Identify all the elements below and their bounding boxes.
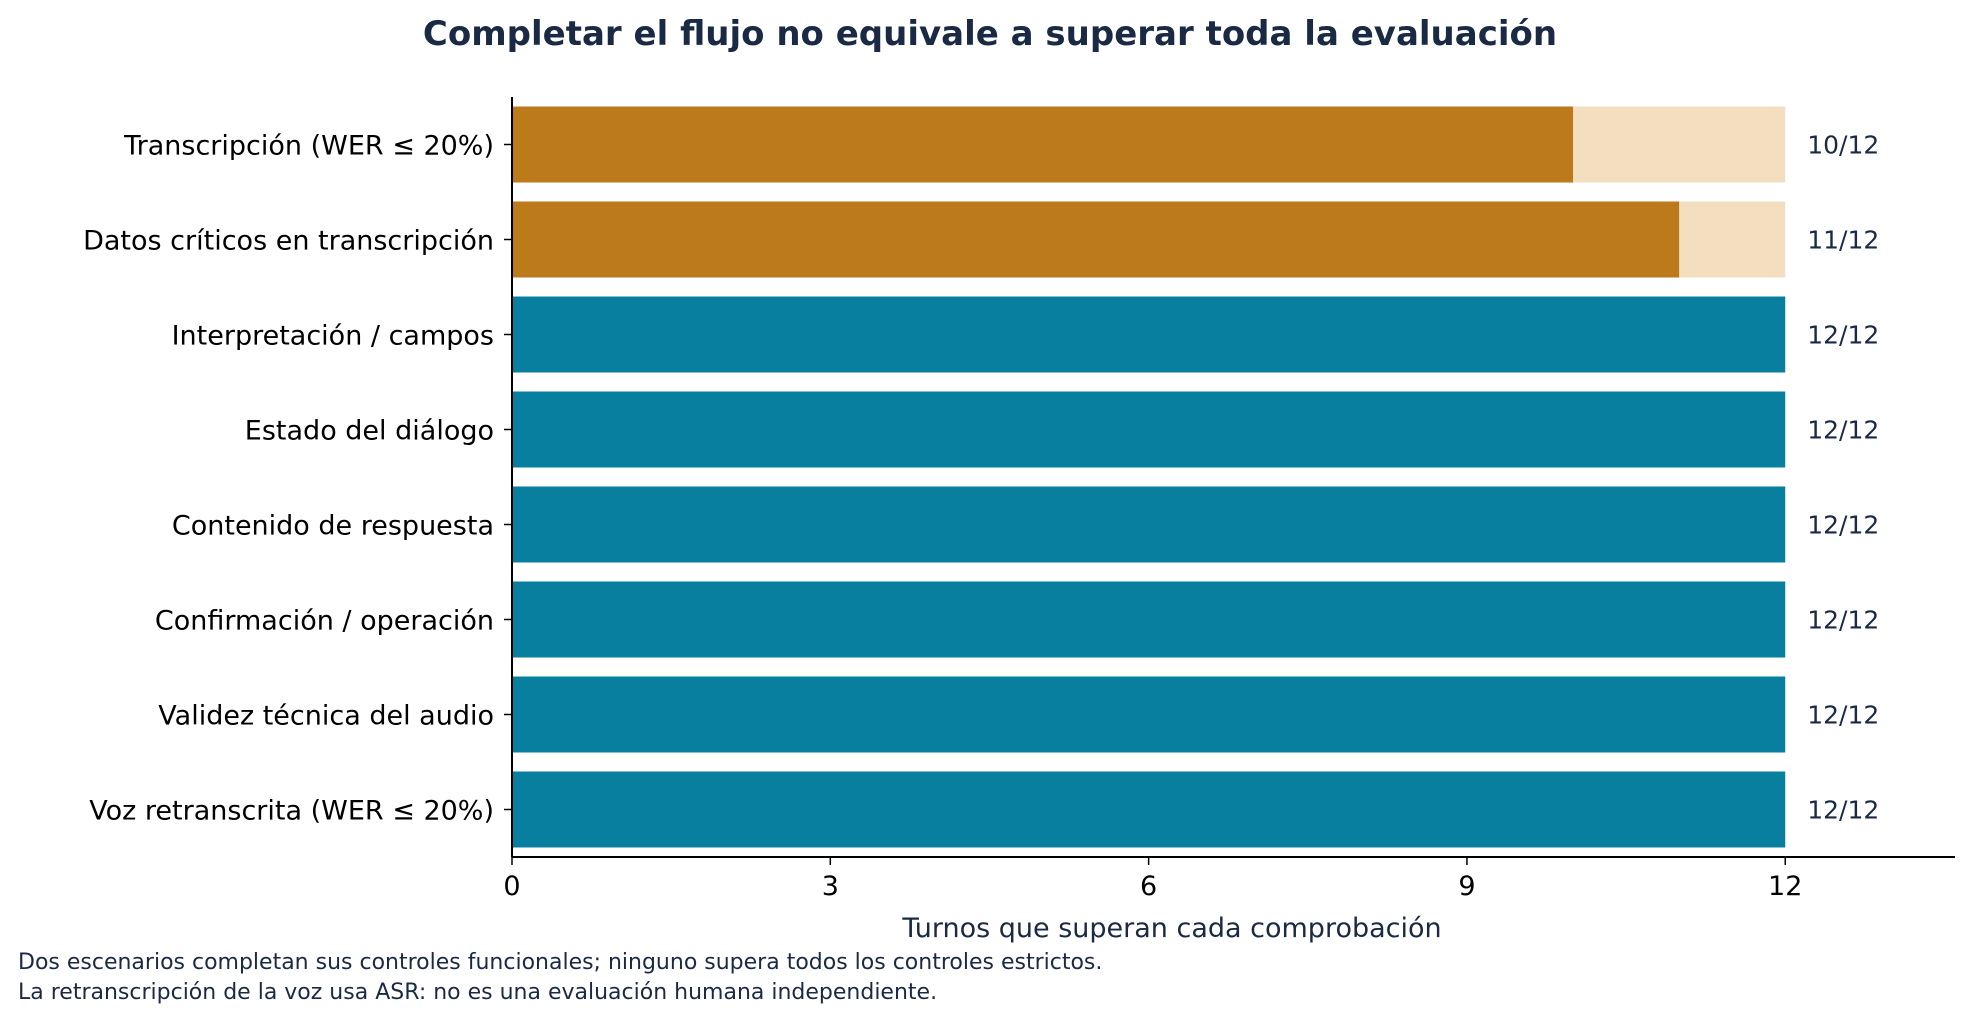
y-tick-label: Confirmación / operación (155, 606, 494, 637)
bars-layer: 10/12 11/12 12/12 12/12 12/12 12/12 12/12 12/12 (512, 106, 1879, 848)
bar-value-label: 12/12 (1807, 606, 1879, 635)
y-tick-label: Voz retranscrita (WER ≤ 20%) (89, 796, 494, 827)
bar (512, 581, 1786, 658)
bar-value-label: 12/12 (1807, 701, 1879, 730)
bar (512, 676, 1786, 753)
bar (512, 391, 1786, 468)
axes-layer: Transcripción (WER ≤ 20%) Datos críticos … (83, 97, 1955, 902)
y-tick-label: Validez técnica del audio (158, 701, 494, 732)
bar-value-label: 10/12 (1807, 131, 1879, 160)
x-tick-label: 12 (1768, 871, 1802, 902)
bar-value-label: 12/12 (1807, 416, 1879, 445)
bar-value-label: 11/12 (1807, 226, 1879, 255)
x-axis-label: Turnos que superan cada comprobación (901, 913, 1441, 944)
chart-title: Completar el flujo no equivale a superar… (423, 14, 1557, 54)
y-tick-label: Transcripción (WER ≤ 20%) (123, 131, 494, 162)
bar (512, 201, 1680, 278)
x-tick-label: 3 (822, 871, 839, 902)
bar-value-label: 12/12 (1807, 796, 1879, 825)
x-tick-label: 9 (1458, 871, 1475, 902)
bar (512, 771, 1786, 848)
footnote-2: La retranscripción de la voz usa ASR: no… (18, 980, 938, 1005)
y-tick-label: Interpretación / campos (172, 321, 494, 352)
y-tick-label: Estado del diálogo (245, 416, 494, 447)
y-tick-label: Contenido de respuesta (172, 511, 494, 542)
footnote-1: Dos escenarios completan sus controles f… (18, 950, 1103, 975)
bar (512, 486, 1786, 563)
y-tick-label: Datos críticos en transcripción (83, 226, 494, 257)
bar (512, 106, 1574, 183)
bar-value-label: 12/12 (1807, 511, 1879, 540)
bar-value-label: 12/12 (1807, 321, 1879, 350)
bar (512, 296, 1786, 373)
x-tick-label: 0 (503, 871, 520, 902)
x-tick-label: 6 (1140, 871, 1157, 902)
